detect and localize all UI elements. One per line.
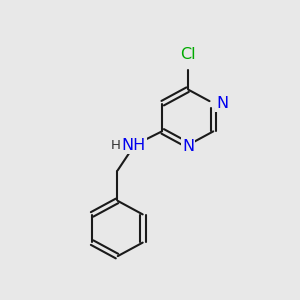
Text: Cl: Cl bbox=[180, 47, 196, 62]
Text: NH: NH bbox=[121, 138, 146, 153]
Text: H: H bbox=[111, 139, 121, 152]
Text: N: N bbox=[216, 96, 228, 111]
Text: N: N bbox=[182, 139, 194, 154]
